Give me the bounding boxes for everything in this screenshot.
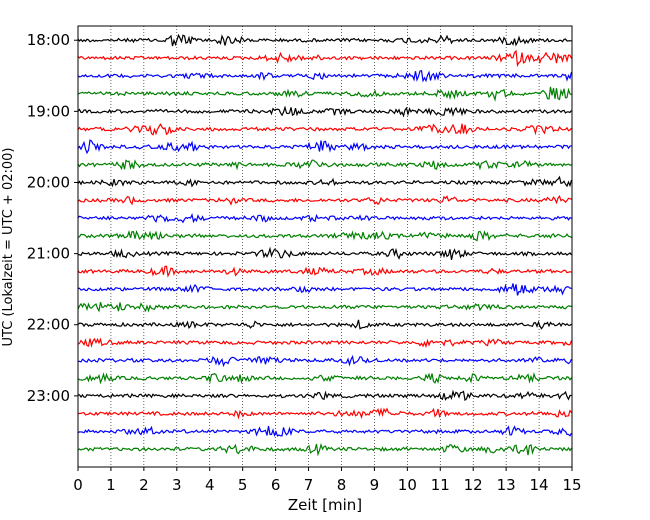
x-tick-label: 3 (172, 476, 182, 494)
x-tick-label: 4 (205, 476, 215, 494)
y-tick-label: 20:00 (27, 173, 70, 191)
x-tick-label: 8 (337, 476, 347, 494)
trace-line (77, 337, 573, 348)
trace-line (77, 354, 573, 368)
trace-line (77, 229, 572, 242)
trace-line (77, 86, 572, 102)
trace-line (77, 123, 572, 136)
x-tick-label: 10 (398, 476, 417, 494)
x-tick-label: 9 (370, 476, 380, 494)
y-axis-label: UTC (Lokalzeit = UTC + 02:00) (1, 148, 16, 347)
x-tick-label: 11 (431, 476, 450, 494)
y-tick-label: 23:00 (27, 387, 70, 405)
y-axis: 18:00 19:00 20:00 21:00 22:00 23:00 (27, 31, 78, 405)
trace-line (77, 212, 572, 224)
trace-line (77, 33, 572, 47)
trace-line (77, 302, 572, 313)
x-tick-label: 15 (562, 476, 581, 494)
x-tick-label: 1 (106, 476, 116, 494)
trace-line (77, 389, 572, 402)
x-tick-label: 2 (139, 476, 149, 494)
x-tick-label: 6 (271, 476, 281, 494)
traces-group (77, 33, 573, 457)
x-tick-label: 12 (464, 476, 483, 494)
x-tick-label: 5 (238, 476, 248, 494)
trace-line (77, 283, 572, 296)
x-axis-label: Zeit [min] (288, 496, 362, 514)
trace-line (77, 425, 573, 438)
x-tick-label: 0 (73, 476, 83, 494)
grid-lines (110, 26, 540, 467)
trace-line (77, 69, 573, 83)
trace-line (77, 265, 572, 278)
x-tick-label: 7 (304, 476, 314, 494)
trace-line (77, 371, 572, 385)
plot-frame (77, 25, 573, 468)
x-tick-label: 13 (497, 476, 516, 494)
trace-line (77, 407, 572, 420)
trace-line (77, 246, 572, 260)
trace-line (77, 139, 572, 155)
y-tick-label: 19:00 (27, 102, 70, 120)
x-tick-label: 14 (530, 476, 549, 494)
x-axis: 0 1 2 3 4 5 6 7 8 9 10 11 12 13 14 15 (73, 467, 582, 494)
trace-line (77, 105, 572, 118)
y-tick-label: 18:00 (27, 31, 70, 49)
trace-line (77, 442, 573, 457)
trace-line (77, 159, 572, 171)
trace-line (77, 175, 573, 188)
trace-line (77, 49, 573, 68)
y-tick-label: 21:00 (27, 245, 70, 263)
trace-line (77, 195, 572, 206)
trace-line (77, 319, 572, 330)
y-tick-label: 22:00 (27, 316, 70, 334)
